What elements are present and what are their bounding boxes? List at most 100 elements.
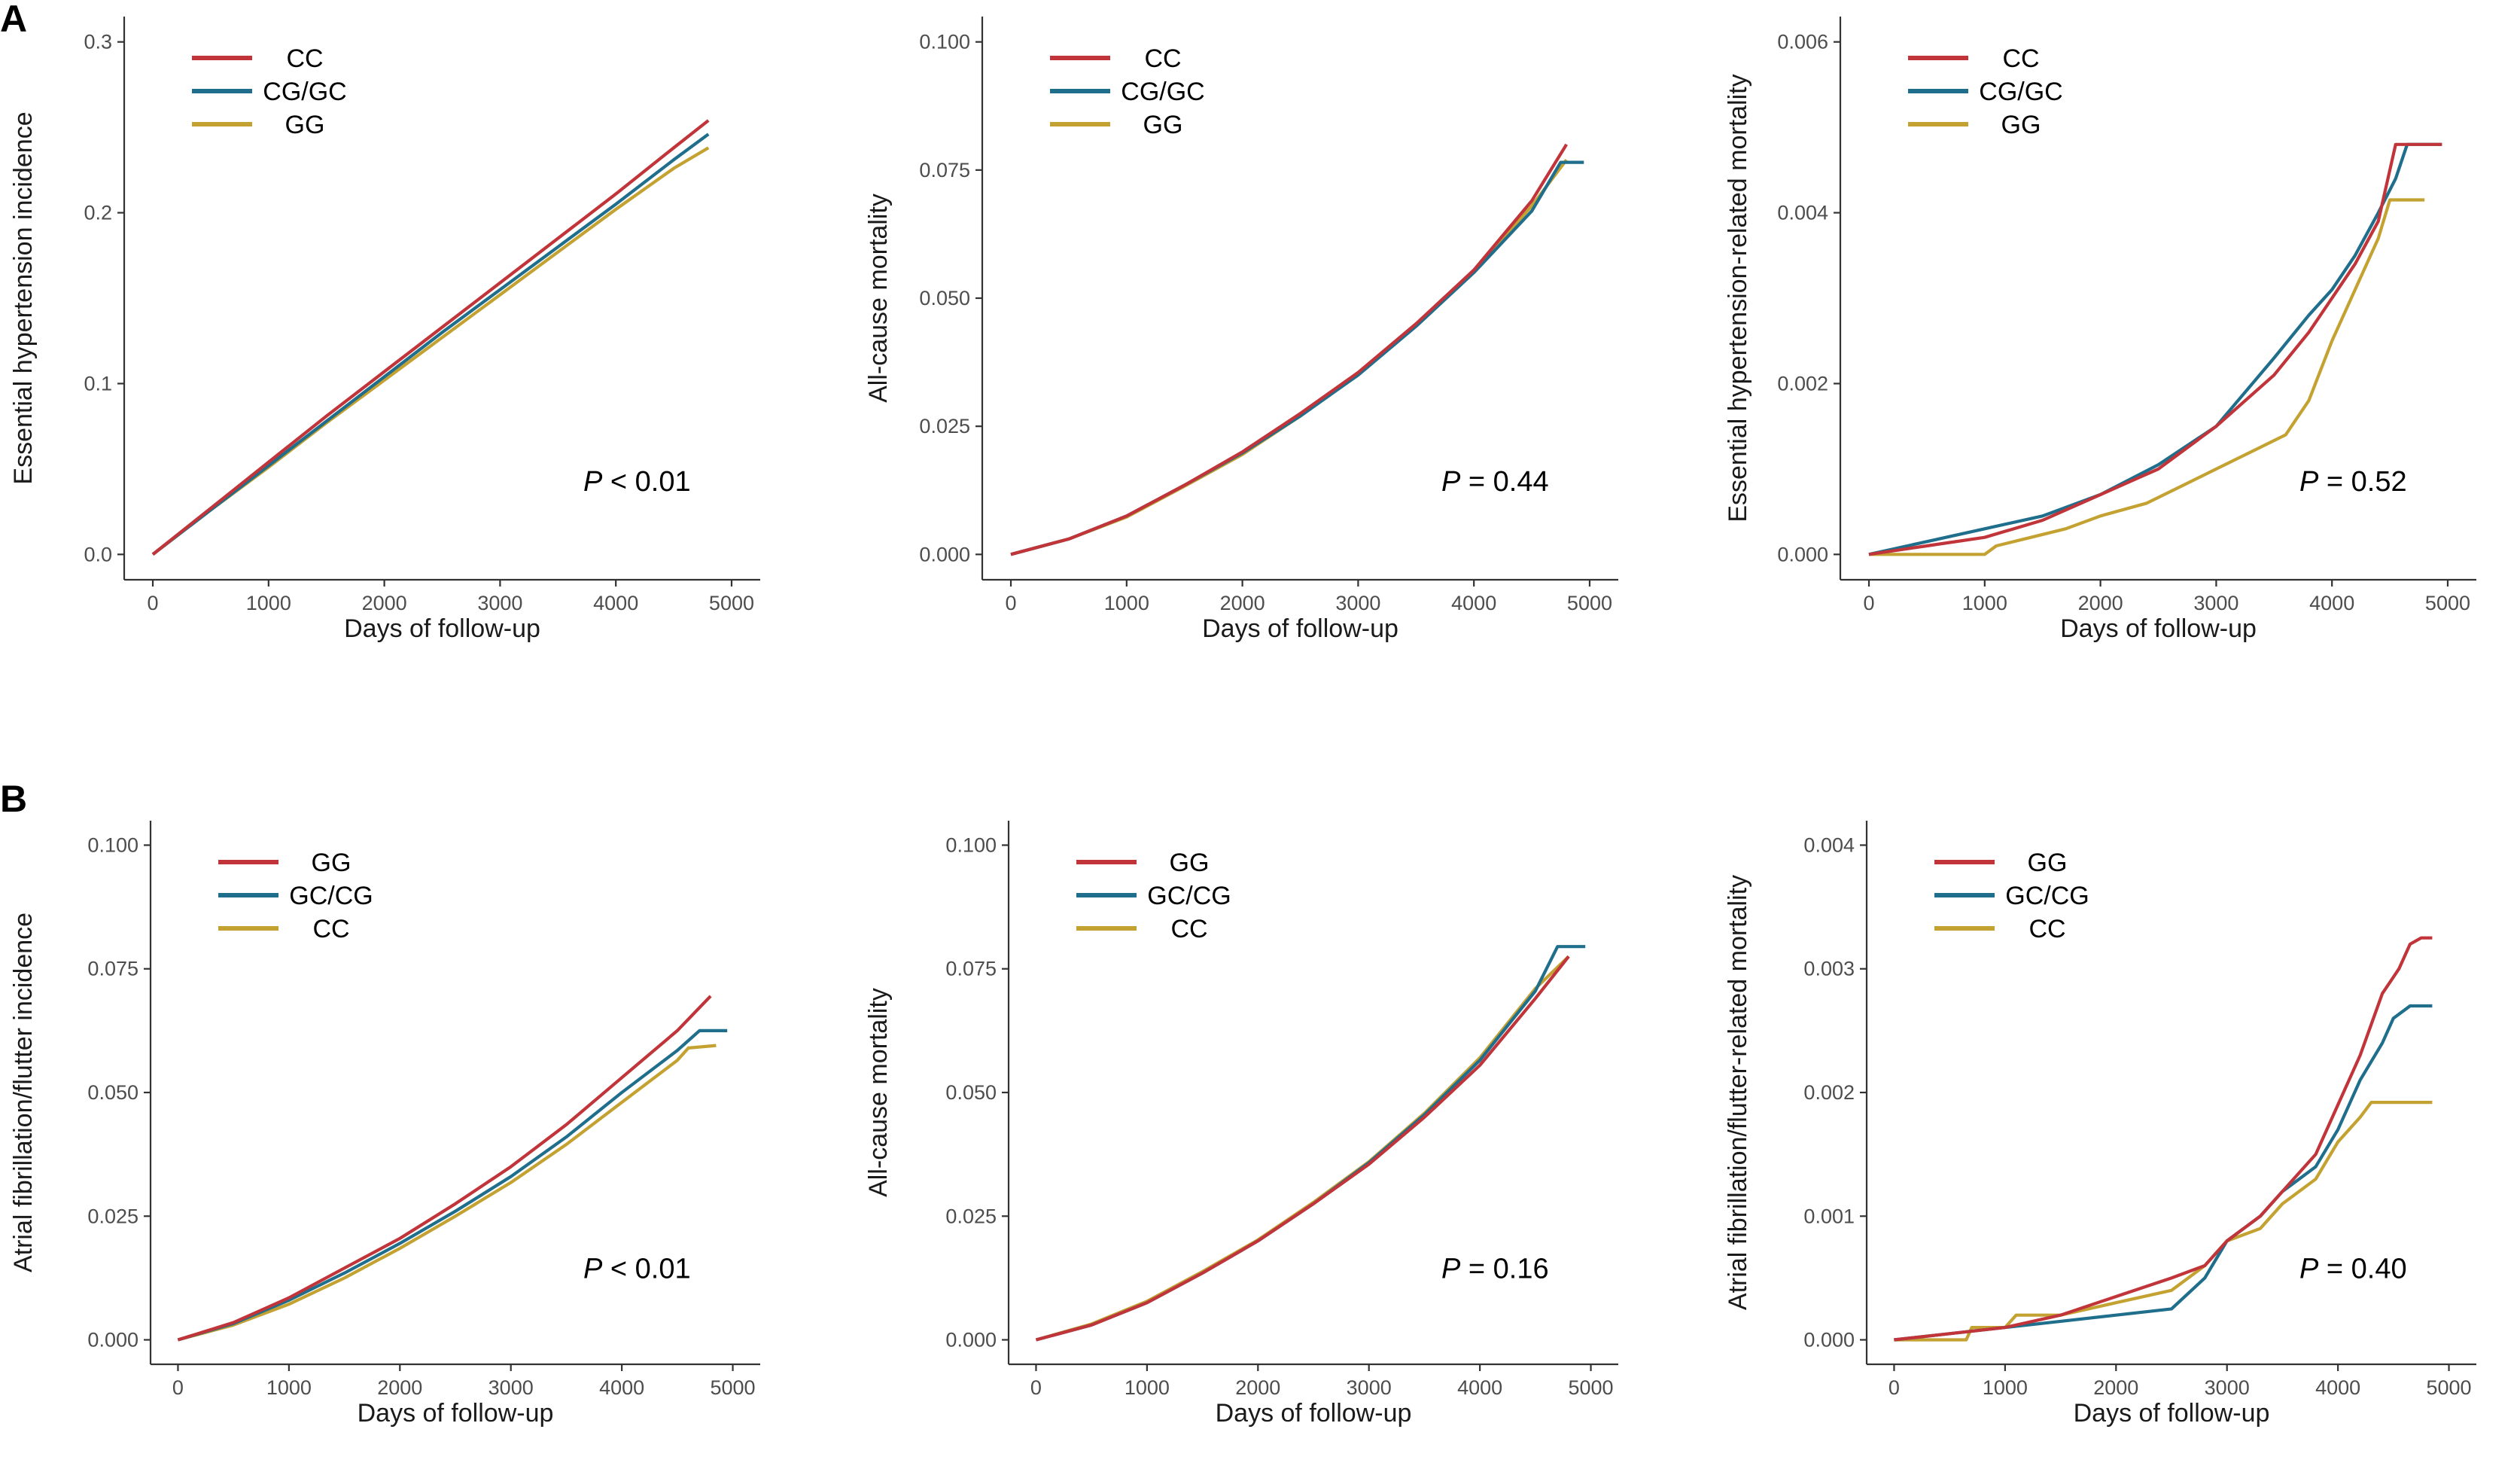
y-tick-label: 0.1 bbox=[84, 372, 112, 395]
x-tick-label: 4000 bbox=[2315, 1376, 2360, 1399]
chart-4: 0 1000 2000 3000 4000 5000 0.000 0.025 0.050 0.07… bbox=[9, 821, 760, 1428]
x-tick-label: 1000 bbox=[1962, 592, 2007, 614]
legend-label: CC bbox=[1144, 44, 1181, 73]
chart-1: 0 1000 2000 3000 4000 5000 0.0 0.1 0.2 0.3 Days of… bbox=[9, 17, 760, 643]
y-tick-label: 0.025 bbox=[945, 1205, 997, 1227]
y-axis-title: All-cause mortality bbox=[864, 988, 893, 1197]
p-value-annotation: P = 0.44 bbox=[1441, 466, 1549, 498]
p-symbol: P bbox=[2299, 1253, 2319, 1284]
y-tick-label: 0.000 bbox=[919, 543, 970, 565]
x-axis-title: Days of follow-up bbox=[2060, 614, 2257, 643]
y-tick-label: 0.000 bbox=[1777, 543, 1828, 565]
p-value-text: = 0.16 bbox=[1460, 1253, 1548, 1284]
x-tick-label: 1000 bbox=[1983, 1376, 2028, 1399]
x-tick-label: 2000 bbox=[362, 592, 407, 614]
series-line-cc bbox=[1868, 142, 2442, 556]
legend-label: CC bbox=[2028, 915, 2065, 943]
x-tick-label: 5000 bbox=[711, 1376, 756, 1399]
y-tick-label: 0.050 bbox=[945, 1081, 997, 1104]
x-tick-label: 3000 bbox=[488, 1376, 534, 1399]
legend-label: CG/GC bbox=[263, 78, 346, 106]
y-tick-label: 0.000 bbox=[1803, 1329, 1855, 1351]
x-tick-label: 1000 bbox=[1125, 1376, 1170, 1399]
legend-label: GG bbox=[312, 849, 352, 877]
x-tick-label: 5000 bbox=[1567, 592, 1612, 614]
y-tick-label: 0.050 bbox=[919, 287, 970, 309]
x-tick-label: 0 bbox=[172, 1376, 184, 1399]
p-value-annotation: P = 0.16 bbox=[1441, 1253, 1549, 1284]
y-tick-label: 0.075 bbox=[919, 159, 970, 181]
x-tick-label: 0 bbox=[1006, 592, 1017, 614]
x-tick-label: 2000 bbox=[377, 1376, 422, 1399]
legend-label: GC/CG bbox=[289, 882, 373, 910]
x-tick-label: 3000 bbox=[2193, 592, 2238, 614]
y-tick-label: 0.025 bbox=[87, 1205, 138, 1227]
y-tick-label: 0.075 bbox=[945, 958, 997, 980]
y-tick-label: 0.0 bbox=[84, 543, 112, 565]
p-symbol: P bbox=[583, 466, 603, 498]
x-tick-label: 2000 bbox=[1235, 1376, 1280, 1399]
legend-label: GG bbox=[1170, 849, 1210, 877]
x-tick-label: 0 bbox=[1030, 1376, 1042, 1399]
y-tick-label: 0.050 bbox=[87, 1081, 138, 1104]
panel-label-b: B bbox=[0, 778, 27, 820]
y-axis-title: Atrial fibrillation/flutter incidence bbox=[9, 913, 38, 1272]
legend-label: CC bbox=[312, 915, 349, 943]
legend-label: CC bbox=[1170, 915, 1207, 943]
p-value-annotation: P < 0.01 bbox=[583, 466, 691, 498]
p-value-annotation: P = 0.52 bbox=[2299, 466, 2407, 498]
series-line-cc bbox=[1010, 143, 1568, 556]
x-axis-title: Days of follow-up bbox=[344, 614, 540, 643]
x-axis-title: Days of follow-up bbox=[358, 1399, 554, 1428]
series-line-gg bbox=[177, 995, 712, 1342]
y-axis-title: Essential hypertension incidence bbox=[9, 111, 38, 484]
series-line-gc-cg bbox=[1894, 1004, 2433, 1342]
series-line-cg-gc bbox=[151, 133, 710, 556]
series-line-cg-gc bbox=[1868, 142, 2442, 556]
y-tick-label: 0.025 bbox=[919, 415, 970, 437]
y-axis-title: Atrial fibrillation/flutter-related mort… bbox=[1724, 875, 1752, 1310]
y-tick-label: 0.100 bbox=[919, 31, 970, 53]
x-tick-label: 4000 bbox=[1451, 592, 1496, 614]
y-tick-label: 0.3 bbox=[84, 31, 112, 53]
y-tick-label: 0.000 bbox=[87, 1329, 138, 1351]
y-tick-label: 0.000 bbox=[945, 1329, 997, 1351]
x-tick-label: 5000 bbox=[709, 592, 754, 614]
p-symbol: P bbox=[2299, 466, 2319, 498]
x-tick-label: 1000 bbox=[266, 1376, 312, 1399]
x-axis-title: Days of follow-up bbox=[1216, 1399, 1412, 1428]
x-tick-label: 0 bbox=[1864, 592, 1875, 614]
p-value-text: < 0.01 bbox=[602, 466, 690, 498]
y-tick-label: 0.004 bbox=[1803, 833, 1855, 856]
y-tick-label: 0.002 bbox=[1803, 1081, 1855, 1104]
y-axis-title: All-cause mortality bbox=[864, 194, 893, 403]
series-line-gg bbox=[1869, 198, 2425, 556]
p-value-text: = 0.40 bbox=[2318, 1253, 2406, 1284]
p-symbol: P bbox=[583, 1253, 603, 1284]
x-axis-title: Days of follow-up bbox=[2074, 1399, 2270, 1428]
legend-label: CG/GC bbox=[1121, 78, 1204, 106]
x-tick-label: 0 bbox=[1888, 1376, 1900, 1399]
y-tick-label: 0.2 bbox=[84, 202, 112, 224]
x-tick-label: 3000 bbox=[1347, 1376, 1392, 1399]
series-line-gc-cg bbox=[177, 1028, 728, 1342]
x-tick-label: 5000 bbox=[2427, 1376, 2472, 1399]
legend-label: GG bbox=[285, 111, 325, 139]
legend-label: CC bbox=[2002, 44, 2039, 73]
y-tick-label: 0.100 bbox=[945, 833, 997, 856]
x-tick-label: 3000 bbox=[2205, 1376, 2250, 1399]
y-tick-label: 0.004 bbox=[1777, 202, 1828, 224]
legend-label: GG bbox=[2028, 849, 2068, 877]
chart-5: 0 1000 2000 3000 4000 5000 0.000 0.025 0.050 0.07… bbox=[864, 821, 1618, 1428]
x-tick-label: 4000 bbox=[599, 1376, 644, 1399]
p-symbol: P bbox=[1441, 466, 1461, 498]
y-tick-label: 0.006 bbox=[1777, 31, 1828, 53]
legend-label: GC/CG bbox=[2005, 882, 2089, 910]
x-tick-label: 0 bbox=[148, 592, 159, 614]
p-value-annotation: P < 0.01 bbox=[583, 1253, 691, 1284]
p-value-text: = 0.44 bbox=[1460, 466, 1548, 498]
x-tick-label: 4000 bbox=[593, 592, 638, 614]
x-tick-label: 3000 bbox=[1335, 592, 1380, 614]
x-axis-title: Days of follow-up bbox=[1202, 614, 1398, 643]
